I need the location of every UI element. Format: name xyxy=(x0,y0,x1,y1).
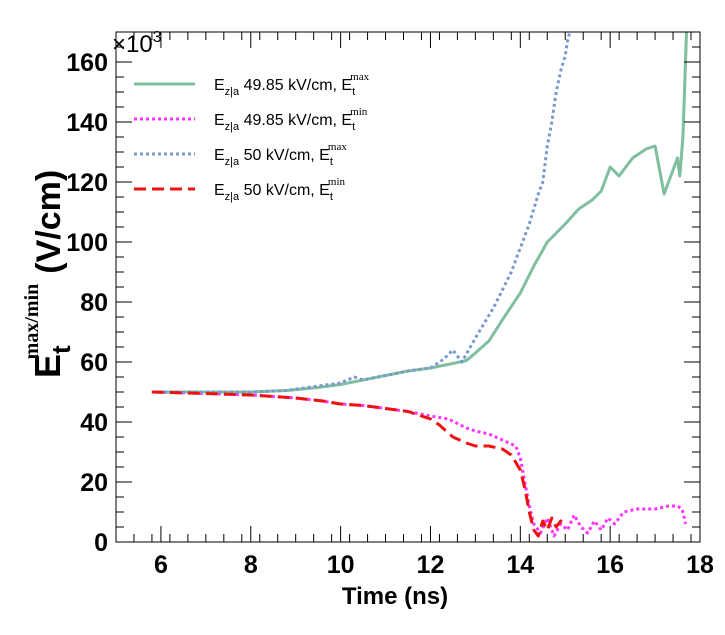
y-tick-label: 100 xyxy=(66,229,108,257)
y-tick-label: 120 xyxy=(66,169,108,197)
y-tick-label: 140 xyxy=(66,109,108,137)
x-tick-label: 12 xyxy=(417,551,445,579)
x-tick-label: 14 xyxy=(506,551,534,579)
series-line-4 xyxy=(151,390,567,538)
y-tick-label: 80 xyxy=(80,289,108,317)
series-layer xyxy=(151,32,688,538)
ticks-layer: 6 8 10 12 14 16 18 0 20 40 60 80 100 120 140 160 xyxy=(66,31,714,579)
legend-label: Ez|a 49.85 kV/cm, Etmin xyxy=(214,106,368,133)
y-tick-label: 160 xyxy=(66,49,108,77)
y-multiplier-prefix: ×10 xyxy=(112,31,153,58)
x-tick-label: 6 xyxy=(154,551,168,579)
y-axis-title-unit: (V/cm) xyxy=(30,170,68,274)
svg-text:Etmax/min(V/cm): Etmax/min (V/cm) xyxy=(21,170,76,378)
x-tick-label: 18 xyxy=(686,551,714,579)
y-tick-label: 40 xyxy=(80,409,108,437)
y-axis-title-sup: max/min xyxy=(21,284,43,360)
legend: Ez|a 49.85 kV/cm, Etmax Ez|a 49.85 kV/cm,… xyxy=(134,71,370,203)
x-axis-title: Time (ns) xyxy=(342,583,448,610)
y-axis-title-sub: t xyxy=(46,345,76,354)
x-tick-label: 10 xyxy=(327,551,355,579)
x-tick-label: 8 xyxy=(244,551,258,579)
legend-label: Ez|a 49.85 kV/cm, Etmax xyxy=(214,71,370,98)
series-line-1 xyxy=(151,32,688,394)
y-tick-label: 60 xyxy=(80,349,108,377)
legend-label: Ez|a 50 kV/cm, Etmax xyxy=(214,141,347,168)
x-tick-label: 16 xyxy=(596,551,624,579)
y-multiplier-exponent: 3 xyxy=(153,29,162,46)
y-tick-label: 20 xyxy=(80,469,108,497)
y-tick-label: 0 xyxy=(94,529,108,557)
y-axis-title-main: E xyxy=(27,354,68,378)
y-multiplier: ×103 xyxy=(112,29,162,58)
legend-label: Ez|a 50 kV/cm, Etmin xyxy=(214,176,346,203)
y-axis-title: Etmax/min (V/cm) xyxy=(21,170,76,378)
